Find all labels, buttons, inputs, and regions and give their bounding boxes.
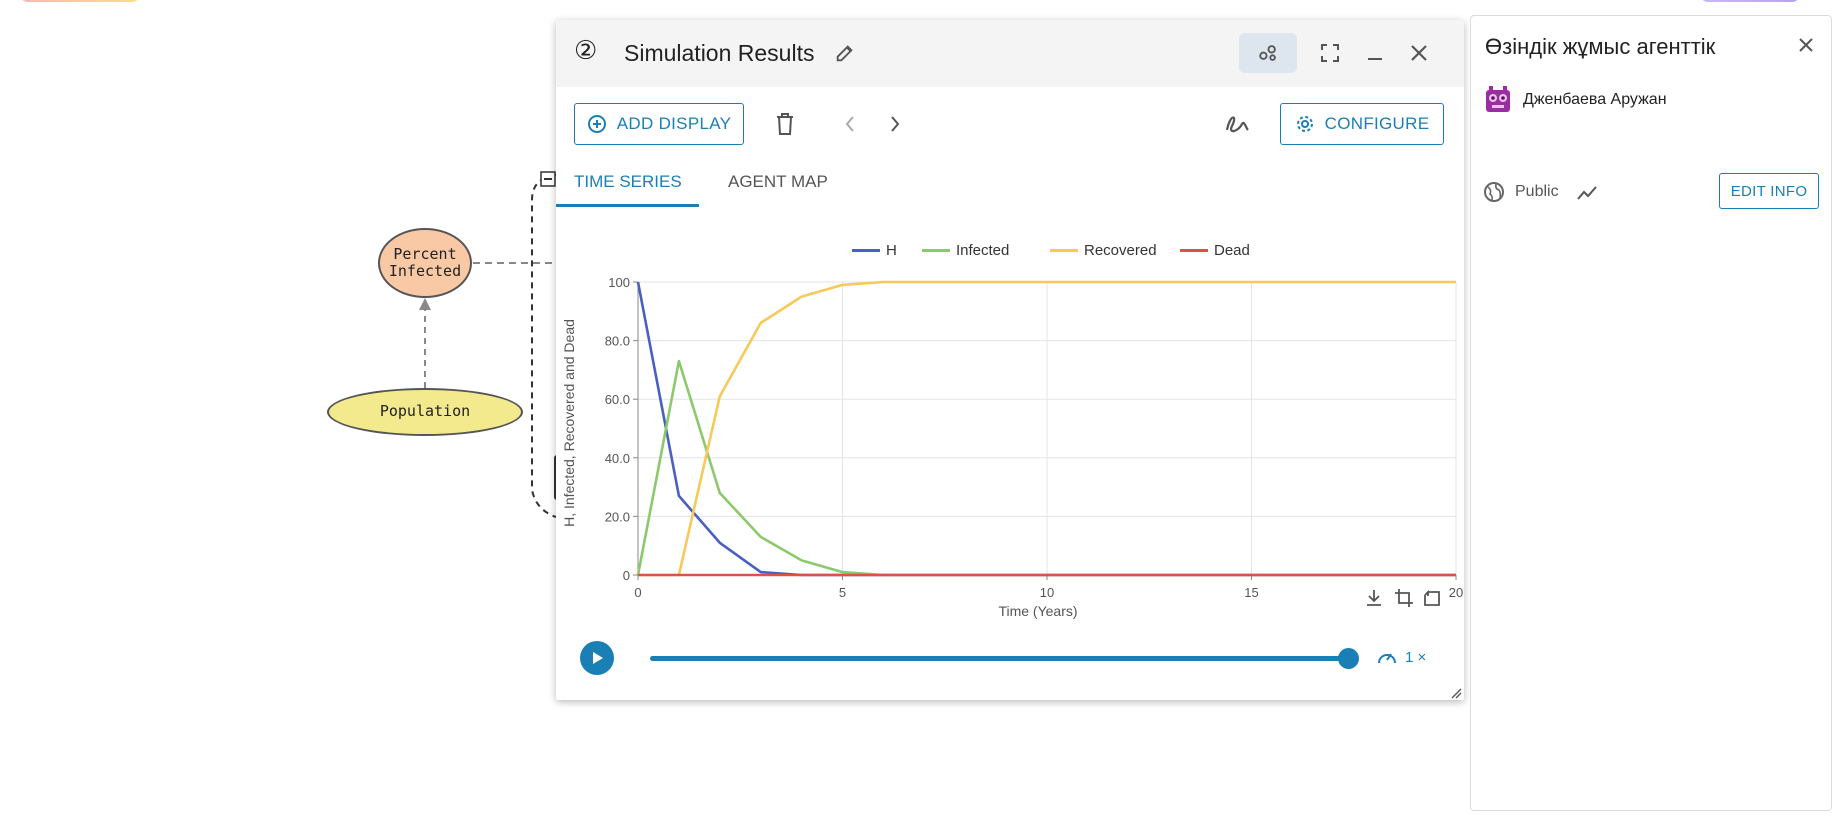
legend-h-label: H bbox=[886, 242, 897, 259]
simulation-results-window: ② Simulation Results ADD DISPLAY bbox=[556, 20, 1464, 700]
speed-control[interactable]: 1 × bbox=[1377, 648, 1426, 666]
trash-icon[interactable] bbox=[774, 112, 796, 141]
population-node[interactable]: Population bbox=[327, 388, 523, 436]
legend-dead-swatch bbox=[1180, 249, 1208, 252]
legend-infected-label: Infected bbox=[956, 242, 1010, 259]
timeline-slider-track[interactable] bbox=[650, 648, 1359, 669]
x-tick-label: 0 bbox=[634, 585, 641, 600]
time-series-chart: 0 20.0 40.0 60.0 80.0 100 0 5 10 15 20 H, Infected… bbox=[561, 275, 1463, 619]
edit-title-icon[interactable] bbox=[834, 42, 856, 69]
fullscreen-icon bbox=[1321, 44, 1339, 62]
model-info-panel: Өзіндік жұмыс агенттік Дженбаева Аружан … bbox=[1470, 15, 1832, 811]
canvas-blob-left bbox=[20, 0, 140, 2]
speedometer-icon bbox=[1378, 653, 1396, 664]
y-tick-label: 80.0 bbox=[605, 334, 630, 349]
previous-display-icon[interactable] bbox=[843, 114, 857, 139]
x-axis-label: Time (Years) bbox=[998, 603, 1077, 619]
share-icon bbox=[1259, 45, 1276, 61]
timeline-slider-thumb[interactable] bbox=[1338, 648, 1359, 669]
legend-recovered[interactable]: Recovered bbox=[1050, 242, 1157, 259]
diagram-connectors bbox=[419, 171, 560, 518]
trend-curve-icon[interactable] bbox=[1224, 110, 1250, 143]
window-title-bar: ② Simulation Results bbox=[556, 20, 1464, 87]
y-tick-label: 40.0 bbox=[605, 451, 630, 466]
window-title: Simulation Results bbox=[624, 40, 815, 66]
add-circle-icon bbox=[587, 115, 606, 133]
panel-close-icon[interactable] bbox=[1797, 36, 1815, 59]
author-avatar bbox=[1483, 85, 1513, 120]
configure-label: CONFIGURE bbox=[1324, 114, 1430, 133]
window-number: ② bbox=[574, 35, 598, 65]
close-icon bbox=[1411, 45, 1427, 61]
add-display-button[interactable]: ADD DISPLAY bbox=[574, 103, 744, 145]
legend-h-swatch bbox=[852, 249, 880, 252]
trending-icon[interactable] bbox=[1576, 184, 1598, 207]
configure-button[interactable]: CONFIGURE bbox=[1280, 103, 1444, 145]
play-icon bbox=[593, 652, 603, 664]
legend-h[interactable]: H bbox=[852, 242, 897, 259]
play-button[interactable] bbox=[580, 641, 614, 675]
legend-dead-label: Dead bbox=[1214, 242, 1250, 259]
next-display-icon[interactable] bbox=[888, 114, 902, 139]
panel-title: Өзіндік жұмыс агенттік bbox=[1485, 34, 1716, 59]
minimize-icon bbox=[1368, 58, 1382, 60]
y-tick-label: 100 bbox=[608, 275, 630, 290]
download-icon[interactable] bbox=[1364, 588, 1384, 613]
add-display-label: ADD DISPLAY bbox=[616, 114, 732, 133]
canvas-blob-right bbox=[1700, 0, 1800, 2]
timeline-slider-fill bbox=[650, 656, 1348, 661]
author-name: Дженбаева Аружан bbox=[1523, 91, 1667, 108]
edit-info-label: EDIT INFO bbox=[1730, 182, 1808, 200]
x-tick-label: 15 bbox=[1244, 585, 1258, 600]
y-tick-label: 60.0 bbox=[605, 392, 630, 407]
legend-recovered-label: Recovered bbox=[1084, 242, 1157, 259]
legend-infected-swatch bbox=[922, 249, 950, 252]
series-line-recovered[interactable] bbox=[638, 280, 1456, 577]
resize-handle-icon[interactable] bbox=[1450, 686, 1462, 704]
crop-icon[interactable] bbox=[1394, 588, 1414, 613]
edit-info-button[interactable]: EDIT INFO bbox=[1719, 173, 1819, 209]
minimize-button[interactable] bbox=[1355, 33, 1395, 73]
globe-icon bbox=[1483, 181, 1505, 208]
active-tab-indicator bbox=[556, 204, 699, 207]
gear-icon bbox=[1296, 116, 1313, 132]
close-window-button[interactable] bbox=[1399, 33, 1439, 73]
percent-infected-node[interactable]: Percent Infected bbox=[378, 228, 472, 298]
y-axis-label: H, Infected, Recovered and Dead bbox=[561, 319, 577, 527]
legend-recovered-swatch bbox=[1050, 249, 1078, 252]
speed-label: 1 × bbox=[1405, 648, 1427, 666]
share-button[interactable] bbox=[1239, 33, 1297, 73]
x-tick-label: 10 bbox=[1040, 585, 1054, 600]
y-tick-label: 20.0 bbox=[605, 509, 630, 524]
visibility-label: Public bbox=[1515, 183, 1559, 200]
legend-infected[interactable]: Infected bbox=[922, 242, 1009, 259]
legend-dead[interactable]: Dead bbox=[1180, 242, 1250, 259]
x-tick-label: 20 bbox=[1449, 585, 1463, 600]
reset-zoom-icon[interactable] bbox=[1422, 588, 1442, 613]
tab-time-series[interactable]: TIME SERIES bbox=[574, 172, 682, 191]
tab-agent-map[interactable]: AGENT MAP bbox=[728, 172, 828, 191]
y-tick-label: 0 bbox=[623, 568, 630, 583]
x-tick-label: 5 bbox=[839, 585, 846, 600]
maximize-button[interactable] bbox=[1310, 33, 1350, 73]
